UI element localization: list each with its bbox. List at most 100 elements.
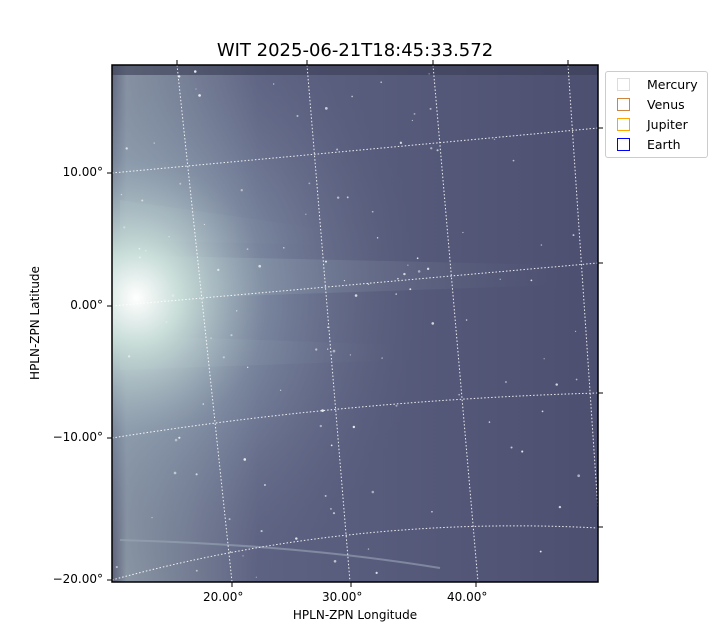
star	[308, 182, 311, 185]
star	[493, 138, 496, 141]
star	[333, 559, 337, 563]
star	[153, 142, 155, 144]
star	[395, 404, 398, 407]
star	[512, 159, 515, 162]
star	[411, 119, 414, 122]
star	[462, 231, 464, 234]
star	[409, 288, 412, 291]
star	[395, 293, 397, 295]
star	[246, 248, 249, 251]
star	[321, 409, 324, 413]
star	[371, 210, 374, 213]
legend-label: Venus	[647, 96, 685, 112]
grid-lon-50	[567, 64, 599, 511]
star	[195, 473, 198, 476]
star	[171, 294, 175, 298]
star	[279, 389, 282, 391]
chart-title: WIT 2025-06-21T18:45:33.572	[216, 40, 494, 61]
star	[575, 378, 578, 381]
y-tick-label: −10.00°	[52, 430, 103, 444]
star	[115, 565, 118, 569]
star	[260, 530, 263, 533]
star	[258, 264, 262, 268]
star	[305, 213, 307, 215]
star	[178, 436, 181, 439]
star	[530, 279, 533, 282]
star	[295, 537, 298, 540]
star	[193, 70, 197, 73]
legend-item-jupiter: Jupiter	[617, 115, 688, 133]
x-tick-label: 20.00°	[203, 590, 244, 604]
legend: Mercury Venus Jupiter Earth	[605, 71, 708, 158]
star	[168, 236, 170, 238]
star	[127, 355, 131, 358]
star	[430, 147, 433, 150]
star	[413, 112, 416, 115]
top-edge	[112, 65, 598, 75]
star	[416, 257, 419, 260]
star	[236, 310, 238, 312]
star	[114, 316, 117, 319]
grid-lon-40	[432, 64, 479, 583]
star	[144, 249, 147, 252]
star	[510, 446, 513, 449]
star	[407, 264, 409, 266]
grid-lon-20	[176, 64, 233, 583]
legend-swatch	[617, 137, 630, 151]
star	[349, 354, 352, 356]
legend-label: Earth	[647, 136, 681, 152]
star	[574, 330, 577, 332]
star	[343, 280, 346, 282]
grid-lat-10	[111, 127, 599, 174]
star	[324, 260, 328, 263]
legend-label: Mercury	[647, 76, 698, 92]
grid-lon-30	[306, 64, 351, 583]
star	[332, 349, 336, 353]
star	[577, 474, 581, 478]
star	[488, 421, 491, 423]
star	[120, 193, 123, 196]
star	[346, 196, 349, 199]
legend-label: Jupiter	[647, 116, 688, 132]
star	[380, 81, 383, 84]
star	[319, 424, 323, 428]
star	[330, 444, 333, 447]
star	[354, 294, 358, 297]
legend-swatch	[617, 97, 630, 111]
y-tick-label: 0.00°	[70, 298, 103, 312]
star	[465, 319, 468, 321]
star	[429, 107, 432, 110]
star	[431, 510, 433, 513]
star	[273, 83, 275, 85]
star	[283, 247, 285, 249]
star	[315, 348, 318, 351]
star	[141, 199, 144, 202]
star	[521, 450, 524, 453]
star	[399, 141, 403, 144]
star	[332, 512, 336, 515]
y-tick-label: −20.00°	[52, 572, 103, 586]
star	[375, 571, 378, 574]
star	[173, 471, 177, 475]
star	[195, 88, 197, 90]
legend-swatch	[617, 77, 630, 91]
star	[458, 393, 460, 396]
star	[202, 403, 205, 405]
x-tick-label: 30.00°	[322, 590, 363, 604]
legend-item-earth: Earth	[617, 135, 681, 153]
star	[543, 358, 545, 360]
star	[296, 114, 299, 117]
star	[123, 226, 126, 229]
star	[367, 548, 370, 550]
faint-arc	[119, 539, 441, 569]
star	[367, 283, 370, 285]
plot-frame	[111, 64, 599, 583]
star	[136, 278, 140, 281]
legend-swatch	[617, 117, 630, 131]
star	[397, 277, 399, 280]
star	[165, 321, 168, 324]
star	[174, 438, 178, 442]
star	[376, 237, 379, 239]
star	[572, 234, 575, 237]
